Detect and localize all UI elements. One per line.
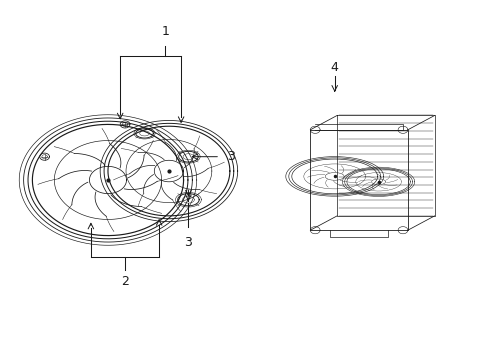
Text: 3: 3 (184, 235, 192, 249)
Text: 4: 4 (330, 61, 338, 74)
Text: 3: 3 (227, 150, 235, 163)
Text: 1: 1 (161, 25, 169, 39)
Text: 2: 2 (121, 275, 129, 288)
